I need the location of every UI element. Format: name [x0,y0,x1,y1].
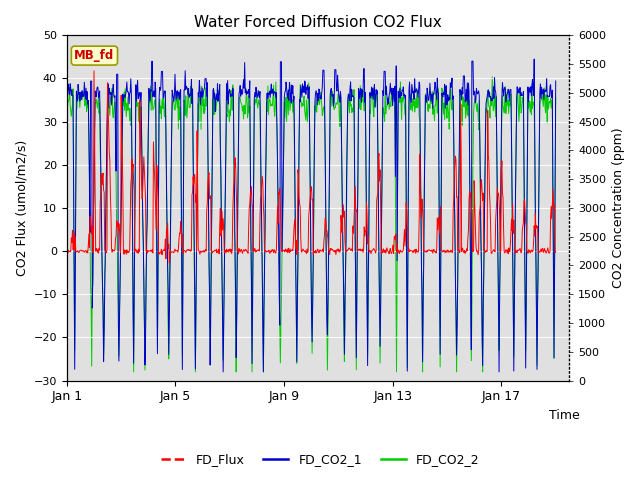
Title: Water Forced Diffusion CO2 Flux: Water Forced Diffusion CO2 Flux [194,15,442,30]
Text: MB_fd: MB_fd [74,49,115,62]
Legend: FD_Flux, FD_CO2_1, FD_CO2_2: FD_Flux, FD_CO2_1, FD_CO2_2 [156,448,484,471]
Y-axis label: CO2 Flux (umol/m2/s): CO2 Flux (umol/m2/s) [15,140,28,276]
X-axis label: Time: Time [548,409,579,422]
Y-axis label: CO2 Concentration (ppm): CO2 Concentration (ppm) [612,128,625,288]
